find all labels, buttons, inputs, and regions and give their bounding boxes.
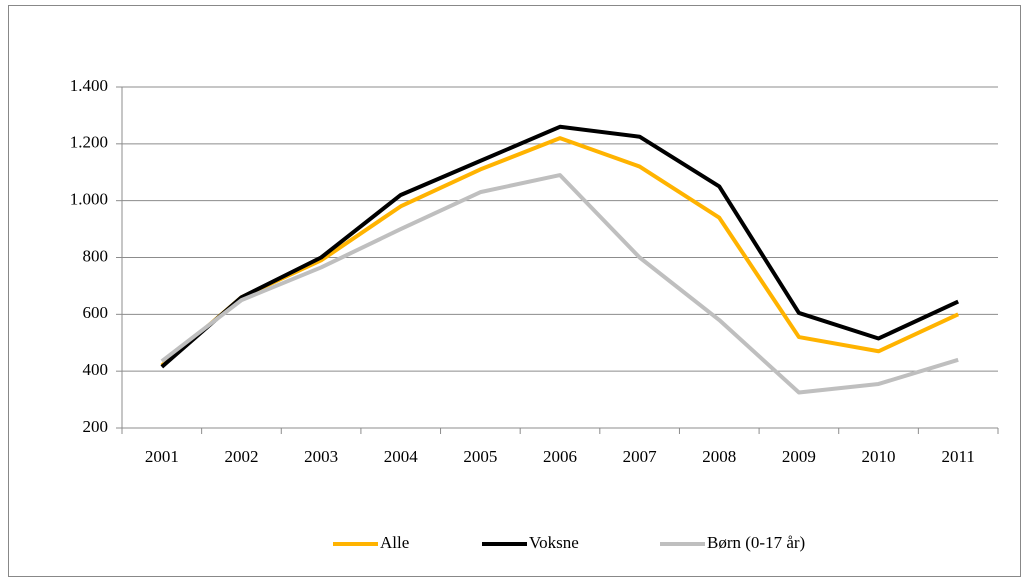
line-series (160, 173, 959, 395)
y-tick-label: 1.400 (70, 76, 108, 95)
x-tick-label: 2004 (384, 447, 419, 466)
chart-frame (8, 5, 1021, 577)
x-tick-label: 2001 (145, 447, 179, 466)
x-tick-label: 2006 (543, 447, 577, 466)
x-tick-label: 2011 (941, 447, 974, 466)
x-tick-label: 2003 (304, 447, 338, 466)
y-tick-label: 200 (83, 417, 109, 436)
y-tick-label: 1.000 (70, 190, 108, 209)
legend-label: Alle (380, 533, 409, 552)
x-tick-label: 2007 (623, 447, 658, 466)
legend-label: Voksne (529, 533, 579, 552)
y-tick-label: 800 (83, 246, 109, 265)
x-tick-label: 2002 (224, 447, 258, 466)
y-tick-label: 400 (83, 360, 109, 379)
x-tick-label: 2010 (862, 447, 896, 466)
legend-label: Børn (0-17 år) (707, 533, 805, 552)
y-tick-label: 1.200 (70, 133, 108, 152)
line-series (160, 124, 960, 369)
x-tick-label: 2009 (782, 447, 816, 466)
x-tick-label: 2005 (463, 447, 497, 466)
y-tick-label: 600 (83, 303, 109, 322)
x-tick-label: 2008 (702, 447, 736, 466)
